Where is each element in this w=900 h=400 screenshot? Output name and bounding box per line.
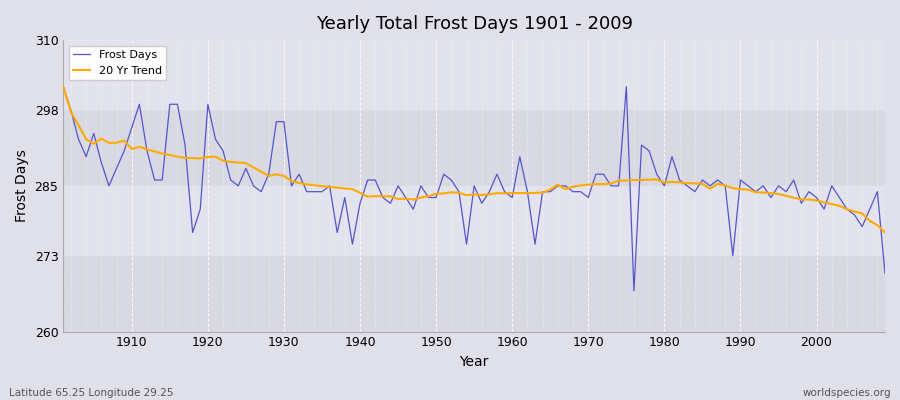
20 Yr Trend: [286, 178, 297, 183]
Legend: Frost Days, 20 Yr Trend: Frost Days, 20 Yr Trend: [68, 46, 166, 80]
Frost Days: [286, 184, 297, 188]
Frost Days: [879, 271, 890, 276]
20 Yr Trend: [500, 191, 510, 196]
Line: Frost Days: Frost Days: [63, 87, 885, 291]
Frost Days: [598, 172, 609, 176]
Title: Yearly Total Frost Days 1901 - 2009: Yearly Total Frost Days 1901 - 2009: [316, 15, 633, 33]
20 Yr Trend: [507, 191, 517, 196]
Bar: [63, 186, 885, 256]
20 Yr Trend: [332, 185, 343, 190]
Frost Days: [628, 288, 639, 293]
Frost Days: [332, 230, 343, 235]
Line: 20 Yr Trend: 20 Yr Trend: [63, 87, 885, 232]
20 Yr Trend: [598, 182, 609, 186]
Text: worldspecies.org: worldspecies.org: [803, 388, 891, 398]
Frost Days: [507, 195, 517, 200]
Frost Days: [119, 148, 130, 153]
Text: Latitude 65.25 Longitude 29.25: Latitude 65.25 Longitude 29.25: [9, 388, 174, 398]
Y-axis label: Frost Days: Frost Days: [15, 150, 29, 222]
20 Yr Trend: [58, 84, 68, 89]
Bar: [63, 40, 885, 110]
20 Yr Trend: [119, 138, 130, 143]
Bar: [63, 256, 885, 332]
Bar: [63, 110, 885, 186]
20 Yr Trend: [879, 230, 890, 235]
Frost Days: [58, 84, 68, 89]
X-axis label: Year: Year: [460, 355, 489, 369]
Frost Days: [500, 189, 510, 194]
